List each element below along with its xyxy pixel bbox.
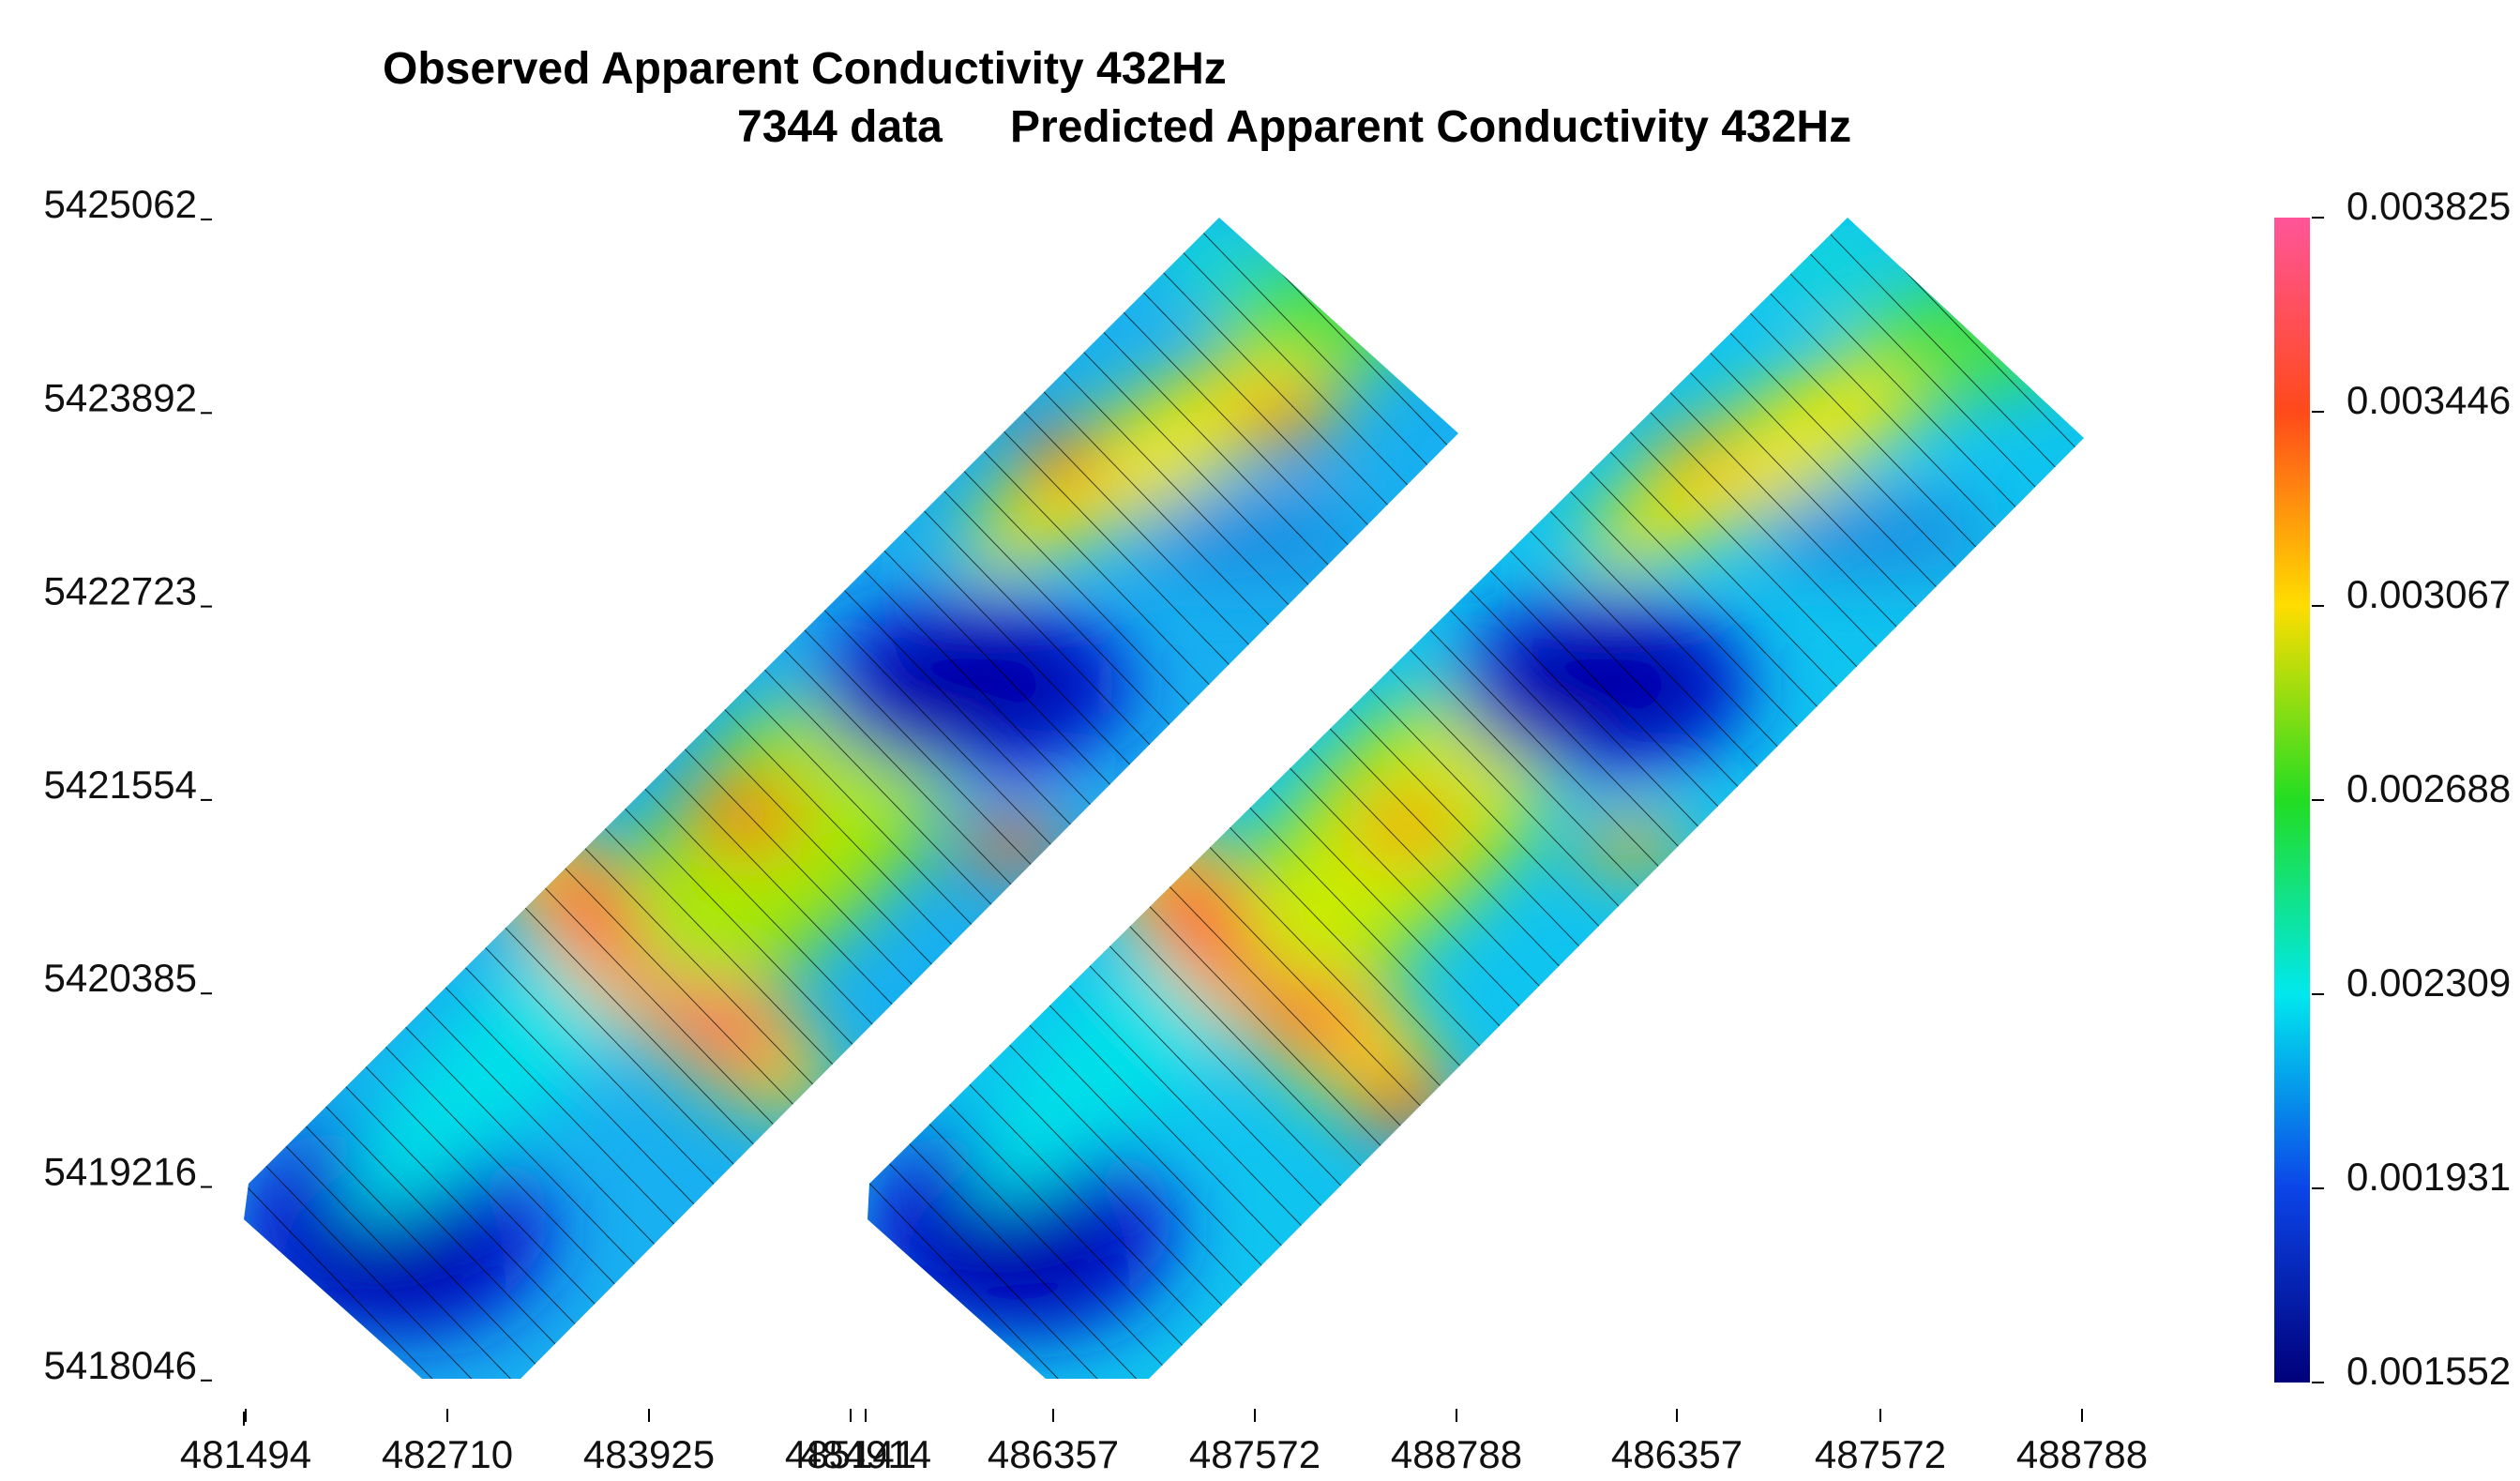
- x-tick-label: 487572: [1189, 1432, 1320, 1476]
- colorbar-tick-label: 0.002309: [2346, 960, 2511, 1005]
- observed-title: Observed Apparent Conductivity 432Hz: [383, 44, 1227, 94]
- predicted-title: Predicted Apparent Conductivity 432Hz: [1010, 102, 1852, 152]
- colorbar-tick-label: 0.002688: [2346, 766, 2511, 810]
- y-tick-label: 5421554: [43, 763, 197, 807]
- y-tick-label: 5425062: [43, 182, 197, 226]
- x-tick-label: 481494: [180, 1432, 311, 1476]
- x-tick-label: 486357: [1611, 1432, 1743, 1476]
- y-axis: 5425062 5423892 5422723 5421554 5420385 54192…: [43, 182, 212, 1387]
- x-tick-label: 487572: [1815, 1432, 1946, 1476]
- colorbar-tick-label: 0.003067: [2346, 572, 2511, 616]
- colorbar-tick-label: 0.001931: [2346, 1155, 2511, 1199]
- x-tick-label: 485141: [785, 1432, 916, 1476]
- y-tick-label: 5418046: [43, 1343, 197, 1387]
- x-tick-label: 488788: [2016, 1432, 2148, 1476]
- x-tick-label: 482710: [382, 1432, 513, 1476]
- x-tick-label: 484914: [800, 1432, 931, 1476]
- x-tick-label: 483925: [583, 1432, 715, 1476]
- y-tick-label: 5422723: [43, 569, 197, 613]
- colorbar-tick-label: 0.001552: [2346, 1349, 2511, 1393]
- y-tick-label: 5419216: [43, 1150, 197, 1194]
- colorbar-tick-label: 0.003446: [2346, 378, 2511, 422]
- y-tick-label: 5420385: [43, 956, 197, 1000]
- data-count-label: 7344 data: [737, 102, 943, 152]
- y-tick-label: 5423892: [43, 375, 197, 419]
- colorbar-ticks: 0.003825 0.003446 0.003067 0.002688 0.002309…: [2312, 184, 2511, 1393]
- colorbar-gradient: [2274, 218, 2310, 1383]
- colorbar: 0.003825 0.003446 0.003067 0.002688 0.002309…: [2274, 184, 2511, 1393]
- x-tick-label: 486357: [988, 1432, 1119, 1476]
- x-tick-label: 488788: [1391, 1432, 1522, 1476]
- colorbar-tick-label: 0.003825: [2346, 184, 2511, 228]
